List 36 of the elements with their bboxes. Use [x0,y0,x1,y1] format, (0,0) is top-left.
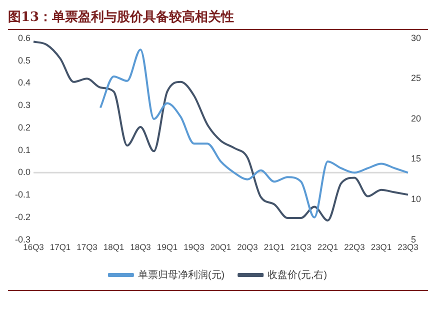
x-tick-label: 22Q3 [344,242,366,252]
x-tick-label: 17Q3 [76,242,98,252]
line-series [99,48,409,218]
x-tick-label: 23Q3 [398,242,419,252]
y-tick-label: -0.2 [14,212,31,222]
line-series [32,40,409,222]
y2-tick-label: 20 [410,113,422,124]
x-tick-label: 16Q3 [23,242,44,252]
legend-label: 收盘价(元,右) [268,268,328,281]
y-tick-label: 0.1 [18,144,31,155]
x-tick-label: 21Q3 [290,242,312,252]
x-tick-label: 18Q3 [130,242,152,252]
x-tick-label: 20Q1 [210,242,232,252]
y-tick-label: 0.0 [18,167,31,178]
y-tick-label: -0.3 [14,234,31,244]
x-tick-label: 18Q1 [103,242,124,252]
y2-tick-label: 10 [410,194,422,204]
y-tick-label: 0.5 [18,55,31,66]
x-tick-label: 23Q1 [370,242,392,252]
y2-tick-label: 30 [410,32,422,43]
x-tick-label: 20Q3 [237,242,258,252]
chart-title: 图13：单票盈利与股价具备较高相关性 [8,8,428,30]
x-tick-label: 22Q1 [317,242,338,252]
y-tick-label: 0.4 [18,78,31,88]
x-tick-label: 19Q3 [184,242,205,252]
y2-tick-label: 25 [410,73,422,84]
x-tick-label: 17Q1 [50,242,71,252]
y2-tick-label: 15 [410,154,422,164]
x-tick-label: 21Q1 [264,242,285,252]
y-tick-label: 0.2 [18,122,31,132]
y2-tick-label: 5 [410,234,416,244]
x-tick-label: 19Q1 [156,242,178,252]
y-tick-label: 0.6 [18,32,31,43]
legend-label: 单票归母净利润(元) [138,268,225,281]
y-tick-label: -0.1 [14,190,31,200]
y-tick-label: 0.3 [18,100,31,110]
